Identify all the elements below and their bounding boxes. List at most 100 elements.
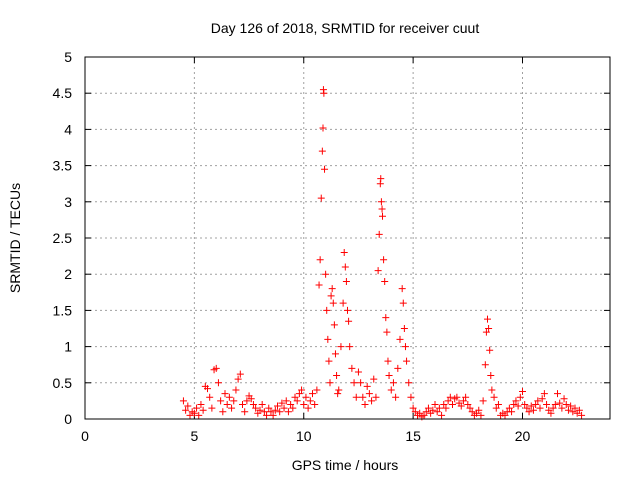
data-point bbox=[578, 411, 586, 419]
data-point bbox=[230, 397, 238, 405]
data-point bbox=[527, 402, 535, 410]
data-point bbox=[331, 350, 339, 358]
data-point bbox=[324, 335, 332, 343]
data-point bbox=[267, 408, 275, 416]
data-point bbox=[512, 397, 520, 405]
data-point bbox=[282, 397, 290, 405]
data-point bbox=[219, 408, 227, 416]
data-point bbox=[479, 397, 487, 405]
data-point bbox=[551, 401, 559, 409]
data-point bbox=[488, 386, 496, 394]
data-point bbox=[204, 385, 211, 393]
data-point bbox=[316, 256, 324, 264]
data-point bbox=[547, 409, 555, 417]
data-point bbox=[438, 411, 446, 419]
data-point bbox=[289, 404, 297, 412]
y-tick-label: 2.5 bbox=[53, 230, 73, 246]
data-point bbox=[179, 397, 187, 405]
data-point bbox=[323, 306, 331, 314]
x-tick-label: 0 bbox=[81, 428, 89, 444]
data-point bbox=[444, 397, 452, 405]
data-point bbox=[309, 390, 316, 398]
data-point bbox=[440, 401, 448, 409]
data-point bbox=[382, 314, 390, 322]
x-tick-label: 15 bbox=[405, 428, 421, 444]
data-point bbox=[571, 404, 579, 412]
data-point bbox=[311, 401, 319, 409]
data-point bbox=[494, 401, 502, 409]
data-point bbox=[357, 379, 365, 387]
data-point bbox=[365, 390, 373, 398]
data-point bbox=[345, 317, 353, 325]
data-point bbox=[212, 364, 220, 372]
data-point bbox=[315, 281, 323, 289]
data-point bbox=[249, 401, 257, 409]
data-point bbox=[190, 409, 198, 417]
data-point bbox=[374, 267, 382, 275]
data-point bbox=[435, 404, 443, 412]
data-point bbox=[197, 401, 205, 409]
data-point bbox=[401, 343, 409, 351]
data-point bbox=[534, 397, 542, 405]
chart-title: Day 126 of 2018, SRMTID for receiver cuu… bbox=[211, 20, 480, 36]
data-point bbox=[466, 404, 474, 412]
data-point bbox=[416, 409, 424, 417]
data-point bbox=[532, 401, 540, 409]
data-point bbox=[321, 165, 329, 173]
data-point bbox=[239, 401, 246, 409]
y-tick-label: 1 bbox=[64, 339, 72, 355]
data-point bbox=[492, 404, 500, 412]
data-point bbox=[487, 372, 495, 380]
data-point bbox=[274, 402, 281, 410]
data-point bbox=[348, 364, 356, 372]
data-point bbox=[508, 408, 516, 416]
data-point bbox=[276, 408, 284, 416]
data-point bbox=[317, 194, 325, 202]
data-point bbox=[341, 263, 349, 271]
data-point bbox=[567, 402, 575, 410]
data-point bbox=[381, 277, 389, 285]
data-point bbox=[335, 386, 343, 394]
data-point bbox=[538, 395, 546, 403]
grid-layer bbox=[85, 57, 610, 419]
data-point bbox=[519, 387, 526, 395]
data-point bbox=[400, 325, 408, 332]
data-point bbox=[241, 408, 249, 416]
data-point bbox=[521, 401, 529, 409]
data-point bbox=[433, 408, 441, 416]
data-point bbox=[560, 395, 568, 403]
data-point bbox=[383, 328, 391, 336]
data-point bbox=[368, 397, 376, 405]
data-point bbox=[319, 124, 327, 132]
data-point bbox=[333, 372, 341, 380]
data-point bbox=[334, 390, 342, 398]
data-point bbox=[431, 401, 439, 409]
data-point bbox=[337, 343, 345, 351]
data-point bbox=[327, 292, 335, 300]
y-tick-label: 5 bbox=[64, 49, 72, 65]
data-point bbox=[422, 408, 430, 416]
data-point bbox=[453, 393, 461, 401]
data-point bbox=[304, 404, 312, 412]
data-point bbox=[193, 404, 201, 412]
data-point bbox=[569, 408, 577, 416]
y-tick-label: 3.5 bbox=[53, 158, 73, 174]
data-point bbox=[295, 390, 303, 398]
data-point bbox=[225, 393, 233, 401]
plot-frame bbox=[84, 56, 611, 420]
y-tick-label: 2 bbox=[64, 266, 72, 282]
data-point bbox=[184, 402, 192, 410]
data-point bbox=[394, 364, 402, 372]
data-point bbox=[501, 411, 509, 419]
data-point bbox=[377, 175, 385, 183]
data-point bbox=[379, 212, 386, 220]
data-point bbox=[505, 404, 513, 412]
data-point bbox=[182, 406, 190, 414]
data-point bbox=[429, 406, 437, 414]
data-point bbox=[486, 346, 494, 354]
data-point bbox=[287, 401, 295, 409]
data-point bbox=[380, 256, 388, 264]
data-point bbox=[481, 361, 489, 369]
x-tick-label: 20 bbox=[515, 428, 531, 444]
